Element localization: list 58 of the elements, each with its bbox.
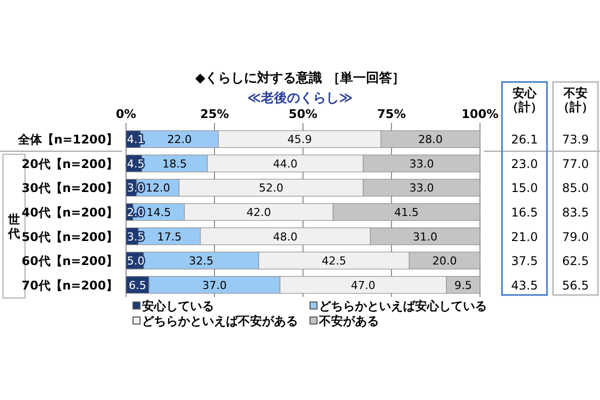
y-tick-label: 30代【n=200】 [22, 181, 118, 196]
text: 85.0 [562, 181, 589, 196]
data-label: 28.0 [418, 133, 443, 146]
data-label: 9.5 [454, 278, 472, 292]
data-label: 48.0 [273, 230, 298, 244]
legend-label: 安心している [142, 299, 214, 313]
text: 世代 [7, 212, 20, 241]
data-label: 44.0 [273, 157, 298, 170]
legend-label: どちらかといえば安心している [319, 299, 487, 313]
data-label: 32.5 [188, 254, 214, 268]
legend-label: 不安がある [319, 314, 379, 328]
data-label: 5.0 [127, 254, 144, 268]
text: 62.5 [562, 254, 589, 268]
y-tick-label: 60代【n=200】 [22, 254, 118, 268]
x-tick-label: 100% [461, 107, 499, 121]
text: 23.0 [511, 156, 538, 171]
text: 16.5 [511, 206, 538, 220]
text: 不安（計） [558, 86, 594, 114]
x-tick-label: 50% [288, 107, 318, 121]
data-label: 31.0 [412, 230, 438, 244]
y-tick-label: 20代【n=200】 [22, 156, 118, 171]
text: 43.5 [511, 278, 538, 292]
y-tick-label: 全体【n=1200】 [17, 132, 118, 147]
text: 21.0 [511, 230, 538, 244]
text: 15.0 [511, 181, 538, 196]
text: 79.0 [562, 230, 589, 244]
x-tick-label: 75% [377, 107, 406, 121]
data-label: 12.0 [146, 182, 170, 195]
x-tick-label: 0% [116, 107, 136, 121]
data-label: 22.0 [167, 133, 192, 146]
data-label: 20.0 [432, 254, 457, 268]
chart-subtitle: ≪老後のくらし≫ [247, 90, 353, 106]
data-label: 6.5 [128, 278, 146, 292]
text: 37.5 [511, 254, 538, 268]
x-tick-label: 25% [200, 107, 229, 121]
data-label: 18.5 [162, 157, 187, 170]
data-label: 52.0 [258, 182, 284, 195]
data-label: 17.5 [157, 230, 182, 244]
text: 73.9 [562, 132, 589, 147]
data-label: 37.0 [202, 278, 227, 292]
data-label: 42.0 [246, 206, 271, 219]
data-label: 41.5 [394, 206, 419, 219]
data-label: 33.0 [409, 182, 434, 195]
data-label: 47.0 [350, 278, 376, 292]
data-label: 33.0 [409, 157, 434, 170]
text: 83.5 [562, 206, 589, 220]
chart-title: ◆くらしに対する意識 ［単一回答］ [195, 70, 405, 86]
y-tick-label: 40代【n=200】 [22, 206, 118, 220]
text: 26.1 [511, 132, 538, 147]
text: 56.5 [562, 278, 589, 292]
text: 77.0 [562, 156, 589, 171]
text: 安心（計） [506, 86, 542, 114]
data-label: 42.5 [322, 254, 346, 268]
legend-label: どちらかといえば不安がある [142, 314, 298, 328]
data-label: 14.5 [146, 206, 171, 219]
data-label: 45.9 [287, 133, 312, 146]
y-tick-label: 70代【n=200】 [22, 278, 118, 292]
y-tick-label: 50代【n=200】 [22, 230, 118, 244]
